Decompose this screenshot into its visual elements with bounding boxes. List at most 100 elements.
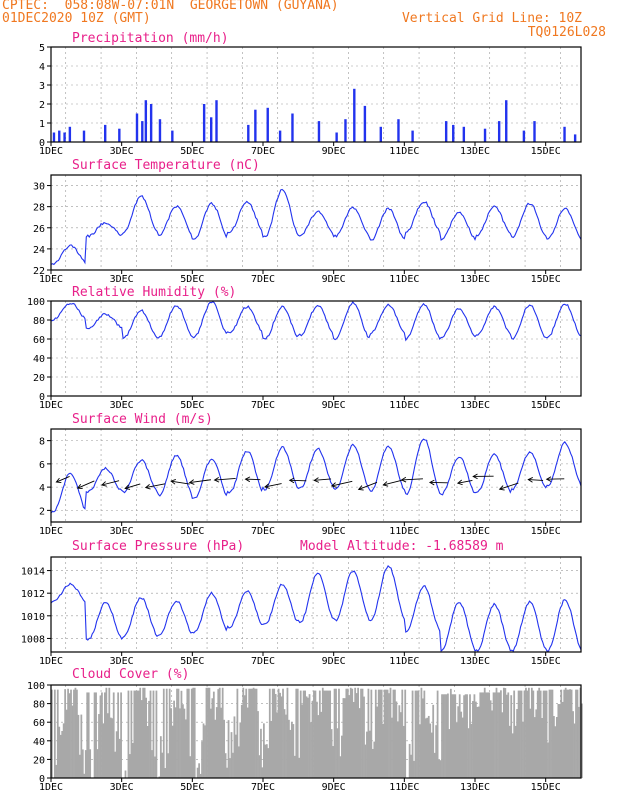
cloud-bar	[553, 716, 555, 778]
cloud-bar	[419, 724, 421, 778]
y-tick-label: 4	[39, 62, 45, 73]
cloud-bar	[341, 735, 343, 778]
x-tick-label: 15DEC	[531, 274, 561, 285]
cloud-bar	[246, 707, 249, 778]
wind-vector	[189, 479, 211, 484]
cloud-bar	[101, 692, 103, 778]
cloud-bar	[473, 694, 476, 778]
wind-vector-head	[264, 483, 270, 489]
cloud-bar	[59, 734, 62, 778]
header-line2: 01DEC2020 10Z (GMT)	[2, 11, 151, 26]
cloud-bar	[270, 720, 273, 778]
cloud-bar	[442, 694, 445, 778]
cloud-bar	[84, 750, 87, 778]
precip-bar	[63, 132, 66, 142]
cloud-bar	[351, 688, 354, 778]
cloud-bar	[190, 688, 193, 778]
cloud-bar	[283, 709, 286, 778]
cloud-bar	[218, 687, 221, 778]
y-tick-label: 0	[39, 392, 45, 403]
cloud-bar	[342, 698, 345, 778]
cloud-bar	[301, 704, 304, 778]
cloud-bar	[426, 717, 429, 778]
cloud-bar	[430, 732, 433, 778]
cloud-bar	[168, 688, 171, 778]
cloud-bar	[224, 753, 227, 778]
cloud-bar	[313, 690, 315, 778]
cloud-bar	[289, 729, 292, 778]
wind-vector	[264, 483, 282, 488]
cloud-bar	[118, 738, 121, 778]
precip-bar	[141, 121, 144, 142]
precip-bar	[215, 100, 218, 142]
x-tick-label: 9DEC	[322, 526, 346, 537]
x-tick-label: 3DEC	[110, 274, 134, 285]
x-tick-label: 3DEC	[110, 400, 134, 411]
y-tick-label: 6	[39, 460, 45, 471]
y-tick-label: 40	[33, 354, 45, 365]
cloud-bar	[254, 688, 256, 778]
precip-bar	[118, 128, 121, 142]
cloud-bar	[215, 707, 218, 778]
cloud-bar	[377, 689, 380, 778]
cloud-bar	[106, 713, 109, 778]
cloud-bar	[560, 689, 563, 778]
cloud-bar	[547, 742, 549, 778]
cloud-bar	[255, 688, 258, 778]
x-tick-label: 15DEC	[531, 400, 561, 411]
wind-vector	[499, 482, 519, 490]
cloud-bar	[260, 728, 262, 778]
panel-title: Relative Humidity (%)	[72, 285, 236, 300]
cloud-bar	[514, 725, 517, 778]
cloud-bar	[455, 722, 458, 778]
header-line1: CPTEC: 058:08W-07:01N GEORGETOWN (GUYANA…	[2, 0, 339, 13]
precip-bar	[278, 130, 282, 142]
precip-bar	[149, 104, 153, 142]
x-tick-label: 9DEC	[322, 782, 346, 793]
cloud-bar	[137, 690, 140, 778]
x-tick-label: 1DEC	[39, 526, 63, 537]
cloud-bar	[199, 773, 202, 778]
x-tick-label: 13DEC	[460, 526, 490, 537]
precip-bar	[344, 119, 347, 142]
cloud-bar	[201, 741, 203, 778]
x-tick-label: 11DEC	[389, 146, 419, 157]
cloud-bar	[239, 722, 242, 778]
x-tick-label: 5DEC	[180, 656, 204, 667]
y-tick-label: 100	[27, 297, 45, 308]
cloud-bar	[131, 742, 134, 778]
wind-vector-head	[472, 473, 478, 480]
cloud-bar	[86, 692, 89, 778]
y-tick-label: 80	[33, 700, 45, 711]
precip-bar	[254, 109, 257, 142]
cloud-bar	[77, 714, 80, 778]
precip-bar	[266, 107, 269, 142]
cloud-bar	[111, 718, 114, 778]
x-tick-label: 7DEC	[251, 656, 275, 667]
x-tick-label: 7DEC	[251, 274, 275, 285]
cloud-bar	[310, 722, 312, 778]
cloud-bar	[134, 690, 137, 778]
cloud-bar	[569, 689, 571, 778]
cloud-bar	[467, 728, 470, 778]
cloud-bar	[576, 689, 579, 778]
cloud-bar	[371, 748, 374, 778]
cloud-bar	[449, 688, 452, 778]
x-tick-label: 13DEC	[460, 782, 490, 793]
cloud-bar	[408, 743, 411, 778]
cloud-bar	[492, 692, 495, 778]
cloud-bar	[410, 754, 412, 778]
cloud-bar	[564, 687, 567, 778]
y-tick-label: 2	[39, 100, 45, 111]
cloud-bar	[498, 692, 501, 778]
cloud-bar	[470, 723, 473, 778]
cloud-bar	[142, 687, 145, 778]
wind-vector-head	[188, 479, 195, 485]
cloud-bar	[158, 776, 161, 778]
cloud-bar	[523, 690, 526, 778]
series-line	[50, 438, 582, 514]
wind-vector-head	[428, 479, 435, 486]
cloud-bar	[318, 690, 321, 778]
cloud-bar	[252, 687, 255, 778]
cloud-bar	[173, 700, 175, 778]
